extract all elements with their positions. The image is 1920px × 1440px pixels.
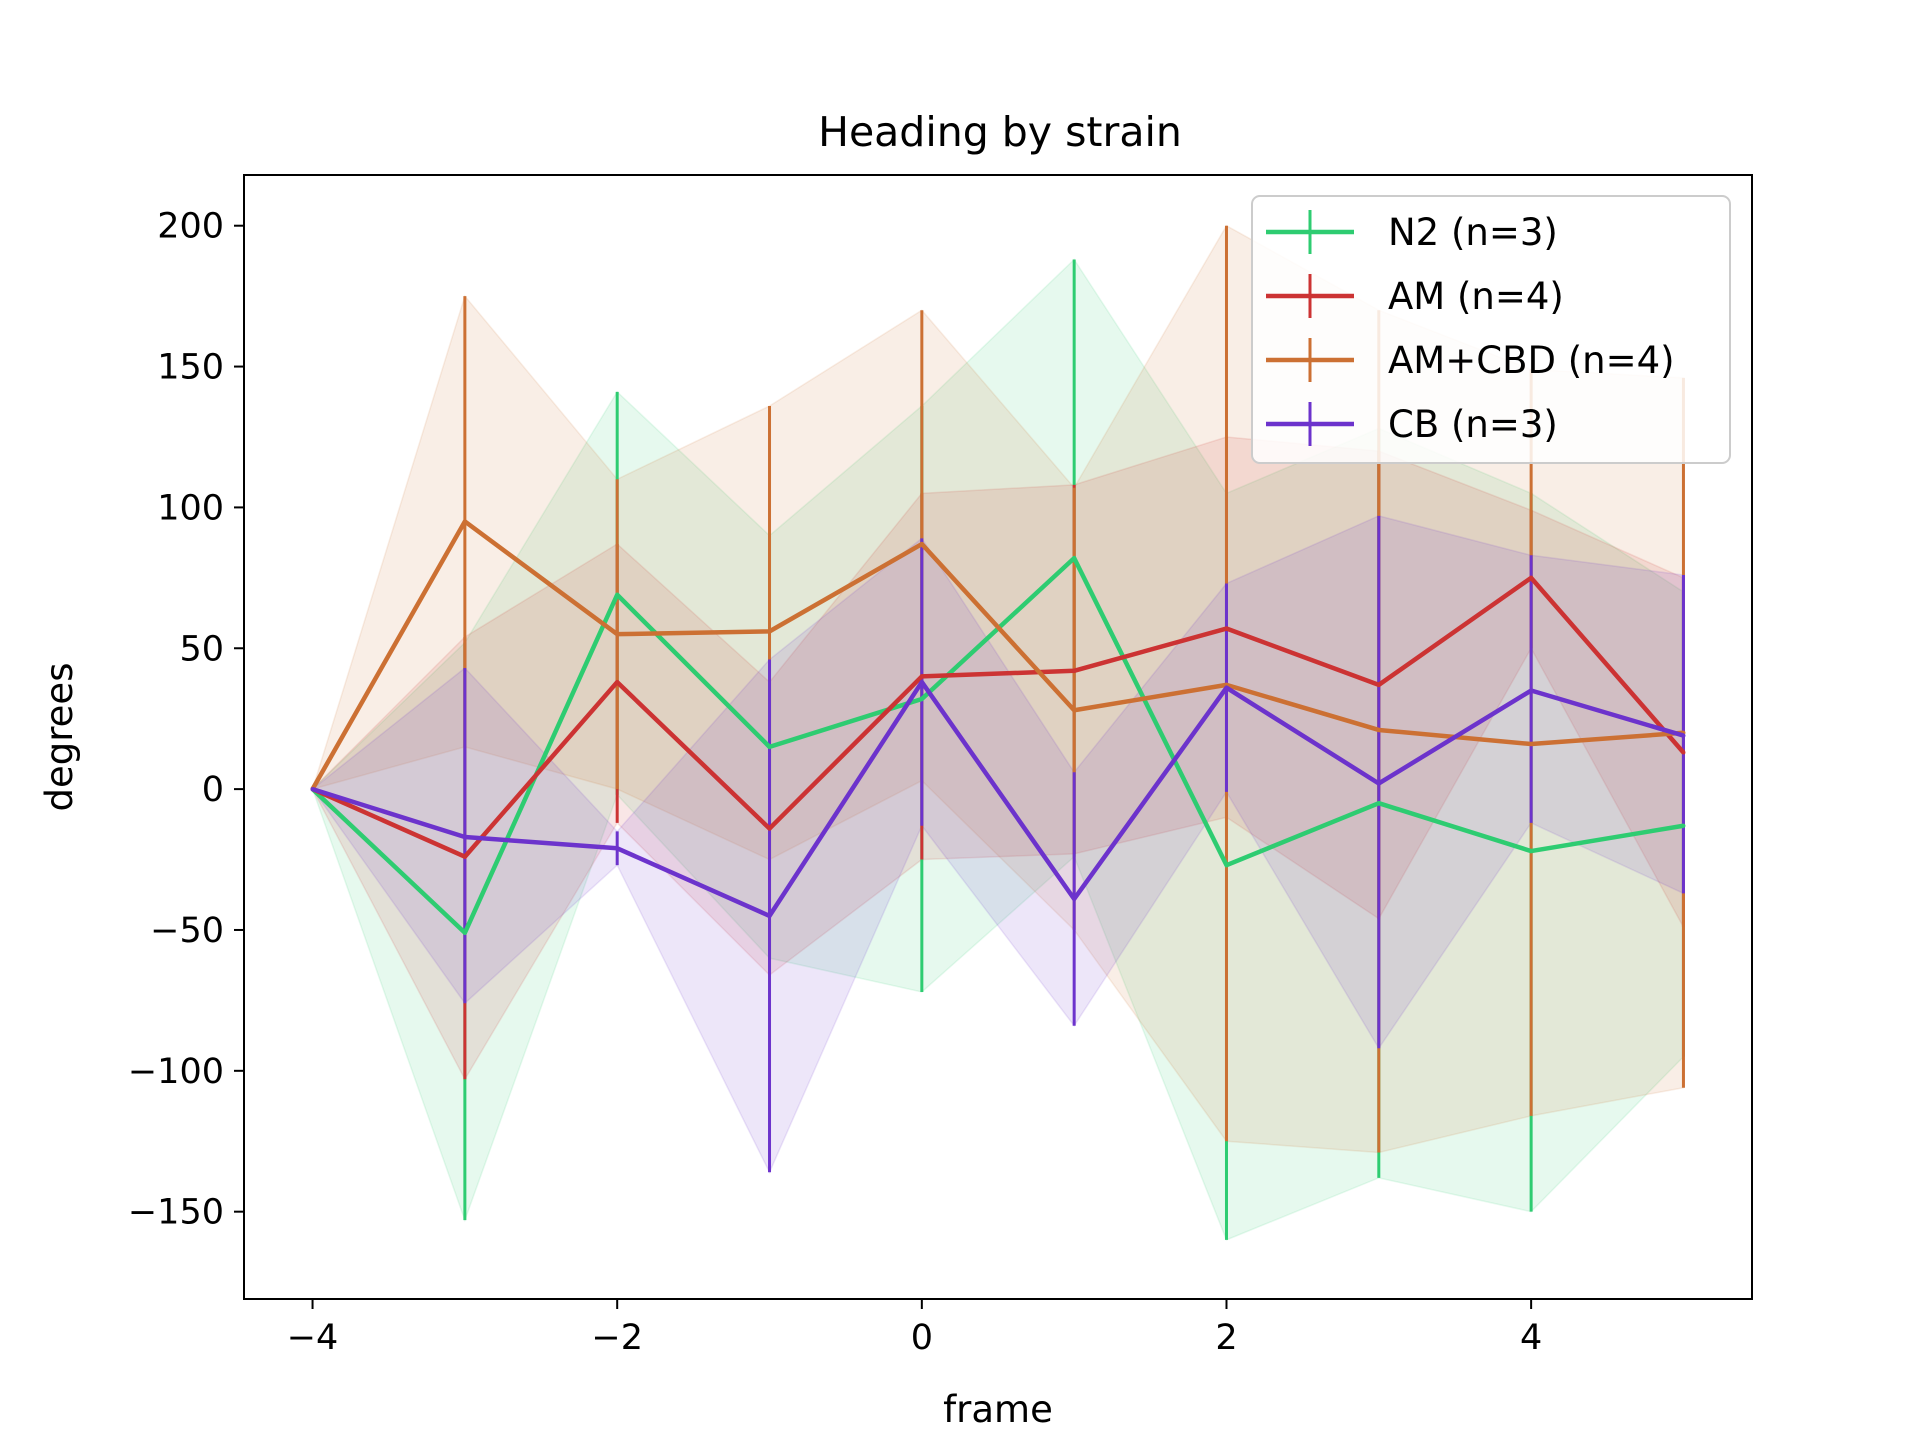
legend-label-am-cbd-n-4: AM+CBD (n=4) xyxy=(1388,339,1675,382)
y-tick-label: −150 xyxy=(128,1193,224,1233)
point-n2-n-3 xyxy=(1529,849,1534,854)
point-am-n-4 xyxy=(767,826,772,831)
plot-frame xyxy=(243,174,1753,1300)
legend-box xyxy=(1251,195,1731,464)
y-tick-label: 50 xyxy=(179,629,224,669)
point-cb-n-3 xyxy=(767,913,772,918)
point-cb-n-3 xyxy=(1529,688,1534,693)
point-am-n-4 xyxy=(1376,682,1381,687)
x-axis-ticks: −4 −2 0 2 4 xyxy=(287,1299,1542,1358)
point-cb-n-3 xyxy=(310,787,315,792)
point-n2-n-3 xyxy=(1376,801,1381,806)
point-n2-n-3 xyxy=(462,930,467,935)
point-cb-n-3 xyxy=(615,846,620,851)
point-am-n-4 xyxy=(1529,575,1534,580)
line-am-n-4 xyxy=(311,575,1686,859)
point-n2-n-3 xyxy=(1681,823,1686,828)
x-tick-label: 4 xyxy=(1520,1318,1542,1358)
point-am-n-4 xyxy=(1224,626,1229,631)
legend-label-am-n-4: AM (n=4) xyxy=(1388,275,1564,318)
point-am-cbd-n-4 xyxy=(462,519,467,524)
point-am-cbd-n-4 xyxy=(1072,708,1077,713)
y-tick-label: −50 xyxy=(150,911,224,951)
y-axis-ticks: 200 150 100 50 0 −50 −100 −150 xyxy=(128,207,244,1233)
point-am-n-4 xyxy=(1681,750,1686,755)
point-am-n-4 xyxy=(615,680,620,685)
legend-label-n2-n-3: N2 (n=3) xyxy=(1388,211,1558,254)
line-cb-n-3 xyxy=(311,679,1685,919)
point-cb-n-3 xyxy=(462,835,467,840)
point-am-n-4 xyxy=(919,674,924,679)
y-tick-label: −100 xyxy=(128,1052,224,1092)
point-cb-n-3 xyxy=(1224,685,1229,690)
x-tick-label: 2 xyxy=(1215,1318,1237,1358)
point-am-n-4 xyxy=(462,854,467,859)
point-n2-n-3 xyxy=(1072,556,1077,561)
point-cb-n-3 xyxy=(1376,781,1381,786)
point-cb-n-3 xyxy=(919,680,924,685)
x-tick-label: −4 xyxy=(287,1318,339,1358)
x-tick-label: −2 xyxy=(591,1318,643,1358)
legend: N2 (n=3) AM (n=4) AM+CBD (n=4) CB (n=3) xyxy=(1251,195,1731,464)
y-tick-label: 200 xyxy=(157,207,224,247)
chart-title: Heading by strain xyxy=(818,108,1182,156)
point-am-cbd-n-4 xyxy=(1529,742,1534,747)
point-am-cbd-n-4 xyxy=(615,632,620,637)
y-tick-label: 150 xyxy=(157,348,224,388)
point-cb-n-3 xyxy=(1681,733,1686,738)
series-lines xyxy=(310,519,1686,936)
error-bands xyxy=(311,224,1685,1241)
point-n2-n-3 xyxy=(615,592,620,597)
y-axis-label: degrees xyxy=(38,663,81,812)
point-am-n-4 xyxy=(1072,668,1077,673)
point-cb-n-3 xyxy=(1072,896,1077,901)
point-am-cbd-n-4 xyxy=(1376,727,1381,732)
point-am-cbd-n-4 xyxy=(767,629,772,634)
point-n2-n-3 xyxy=(919,696,924,701)
y-tick-label: 100 xyxy=(157,488,224,528)
point-n2-n-3 xyxy=(767,744,772,749)
y-tick-label: 0 xyxy=(202,770,224,810)
legend-label-cb-n-3: CB (n=3) xyxy=(1388,403,1558,446)
x-tick-label: 0 xyxy=(911,1318,933,1358)
x-axis-label: frame xyxy=(943,1388,1053,1431)
point-am-cbd-n-4 xyxy=(919,542,924,547)
point-n2-n-3 xyxy=(1224,863,1229,868)
